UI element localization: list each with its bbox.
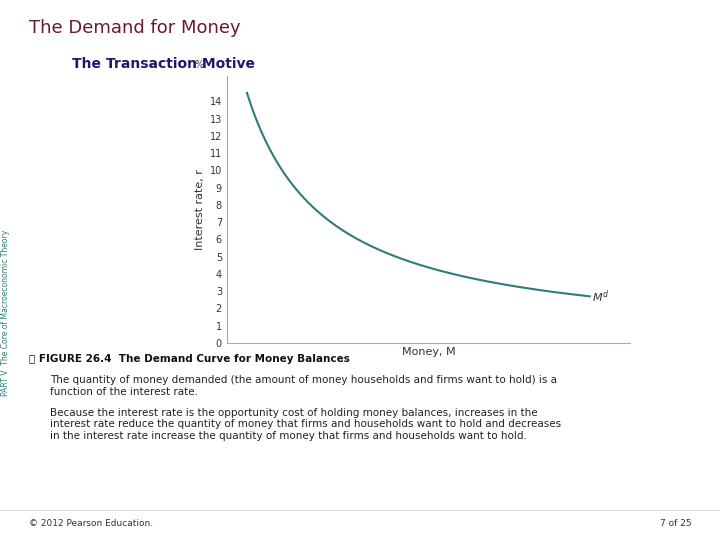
Text: ⓘ FIGURE 26.4  The Demand Curve for Money Balances: ⓘ FIGURE 26.4 The Demand Curve for Money… <box>29 354 350 364</box>
X-axis label: Money, M: Money, M <box>402 347 455 357</box>
Text: The quantity of money demanded (the amount of money households and firms want to: The quantity of money demanded (the amou… <box>50 375 557 397</box>
Text: Because the interest rate is the opportunity cost of holding money balances, inc: Because the interest rate is the opportu… <box>50 408 562 441</box>
Text: PART V  The Core of Macroeconomic Theory: PART V The Core of Macroeconomic Theory <box>1 230 10 396</box>
Text: %: % <box>194 60 203 70</box>
Text: $M^d$: $M^d$ <box>592 288 609 305</box>
Text: The Transaction Motive: The Transaction Motive <box>72 57 255 71</box>
Text: The Demand for Money: The Demand for Money <box>29 19 240 37</box>
Y-axis label: Interest rate, r: Interest rate, r <box>195 169 205 249</box>
Text: 7 of 25: 7 of 25 <box>660 519 691 529</box>
Text: © 2012 Pearson Education.: © 2012 Pearson Education. <box>29 519 153 529</box>
